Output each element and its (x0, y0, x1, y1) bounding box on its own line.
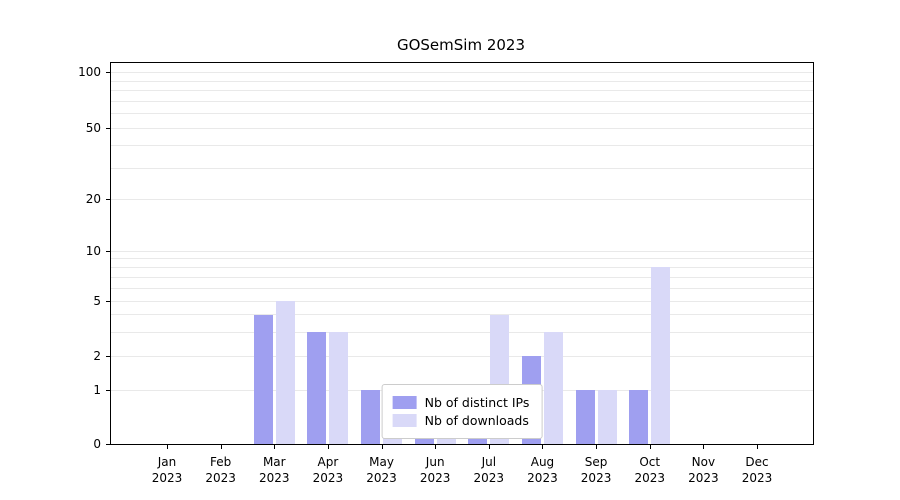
x-tick-label: May 2023 (366, 455, 397, 485)
y-tick-mark (106, 128, 111, 130)
legend-label: Nb of downloads (424, 413, 529, 428)
y-tick-label: 2 (93, 348, 101, 363)
gridline (111, 80, 813, 82)
x-tick-mark (220, 444, 222, 449)
y-tick-mark (106, 301, 111, 303)
x-tick-mark (649, 444, 651, 449)
gridline (111, 72, 813, 74)
bar-distinct-ips (629, 389, 649, 444)
gridline (111, 355, 813, 357)
bar-downloads (597, 389, 617, 444)
gridline (111, 331, 813, 333)
y-tick-mark (106, 389, 111, 391)
x-tick-label: Aug 2023 (527, 455, 558, 485)
y-tick-label: 20 (85, 192, 101, 207)
legend: Nb of distinct IPs Nb of downloads (381, 384, 543, 439)
gridline (111, 167, 813, 169)
bar-distinct-ips (361, 389, 381, 444)
legend-swatch-icon (392, 414, 417, 427)
gridline (111, 287, 813, 289)
x-tick-mark (596, 444, 598, 449)
gridline (111, 145, 813, 147)
y-tick-label: 10 (85, 243, 101, 258)
x-tick-label: Nov 2023 (688, 455, 719, 485)
gridline (111, 250, 813, 252)
gridline (111, 90, 813, 92)
legend-label: Nb of distinct IPs (424, 395, 530, 410)
bar-downloads (543, 331, 563, 444)
x-tick-mark (757, 444, 758, 449)
y-tick-label: 50 (85, 121, 101, 136)
x-tick-label: Sep 2023 (580, 455, 612, 485)
x-tick-label: Oct 2023 (634, 455, 665, 485)
legend-swatch-icon (392, 396, 417, 409)
bar-downloads (275, 301, 295, 444)
gridline (111, 199, 813, 201)
x-tick-label: Feb 2023 (205, 455, 236, 485)
x-tick-mark (274, 444, 276, 449)
bar-distinct-ips (575, 389, 595, 444)
x-tick-label: Mar 2023 (258, 455, 290, 485)
x-tick-mark (381, 444, 383, 449)
gridline (111, 100, 813, 102)
bar-distinct-ips (253, 314, 273, 444)
y-tick-label: 0 (93, 437, 101, 451)
x-tick-mark (167, 444, 168, 449)
x-tick-mark (435, 444, 437, 449)
gridline (111, 267, 813, 269)
bar-distinct-ips (307, 331, 327, 444)
y-tick-mark (106, 72, 111, 74)
gridline (111, 113, 813, 115)
gridline (111, 128, 813, 130)
x-tick-mark (327, 444, 329, 449)
bar-downloads (651, 267, 671, 444)
x-tick-label: Jul 2023 (473, 455, 505, 485)
y-tick-mark (106, 355, 111, 357)
gridline (111, 276, 813, 278)
x-tick-mark (703, 444, 705, 449)
gridline (111, 258, 813, 260)
legend-entry: Nb of distinct IPs (392, 395, 530, 410)
gridline (111, 314, 813, 316)
x-tick-mark (488, 444, 490, 449)
y-tick-mark (106, 250, 111, 252)
x-tick-mark (542, 444, 544, 449)
gridline (111, 301, 813, 303)
y-tick-mark (106, 444, 111, 445)
y-tick-label: 1 (93, 382, 101, 397)
chart-title: GOSemSim 2023 (396, 36, 526, 54)
x-tick-label: Dec 2023 (741, 455, 773, 485)
y-tick-label: 100 (78, 65, 101, 80)
x-tick-label: Jan 2023 (151, 455, 183, 485)
y-tick-mark (106, 199, 111, 201)
legend-entry: Nb of downloads (392, 413, 530, 428)
bar-downloads (329, 331, 349, 444)
plot-area: 0 1 2 5 10 20 50 100 Jan 2023 Feb 2023 Mar 2023 Apr… (78, 62, 814, 485)
x-tick-label: Apr 2023 (312, 455, 344, 485)
y-tick-label: 5 (93, 294, 101, 309)
x-tick-label: Jun 2023 (419, 455, 451, 485)
